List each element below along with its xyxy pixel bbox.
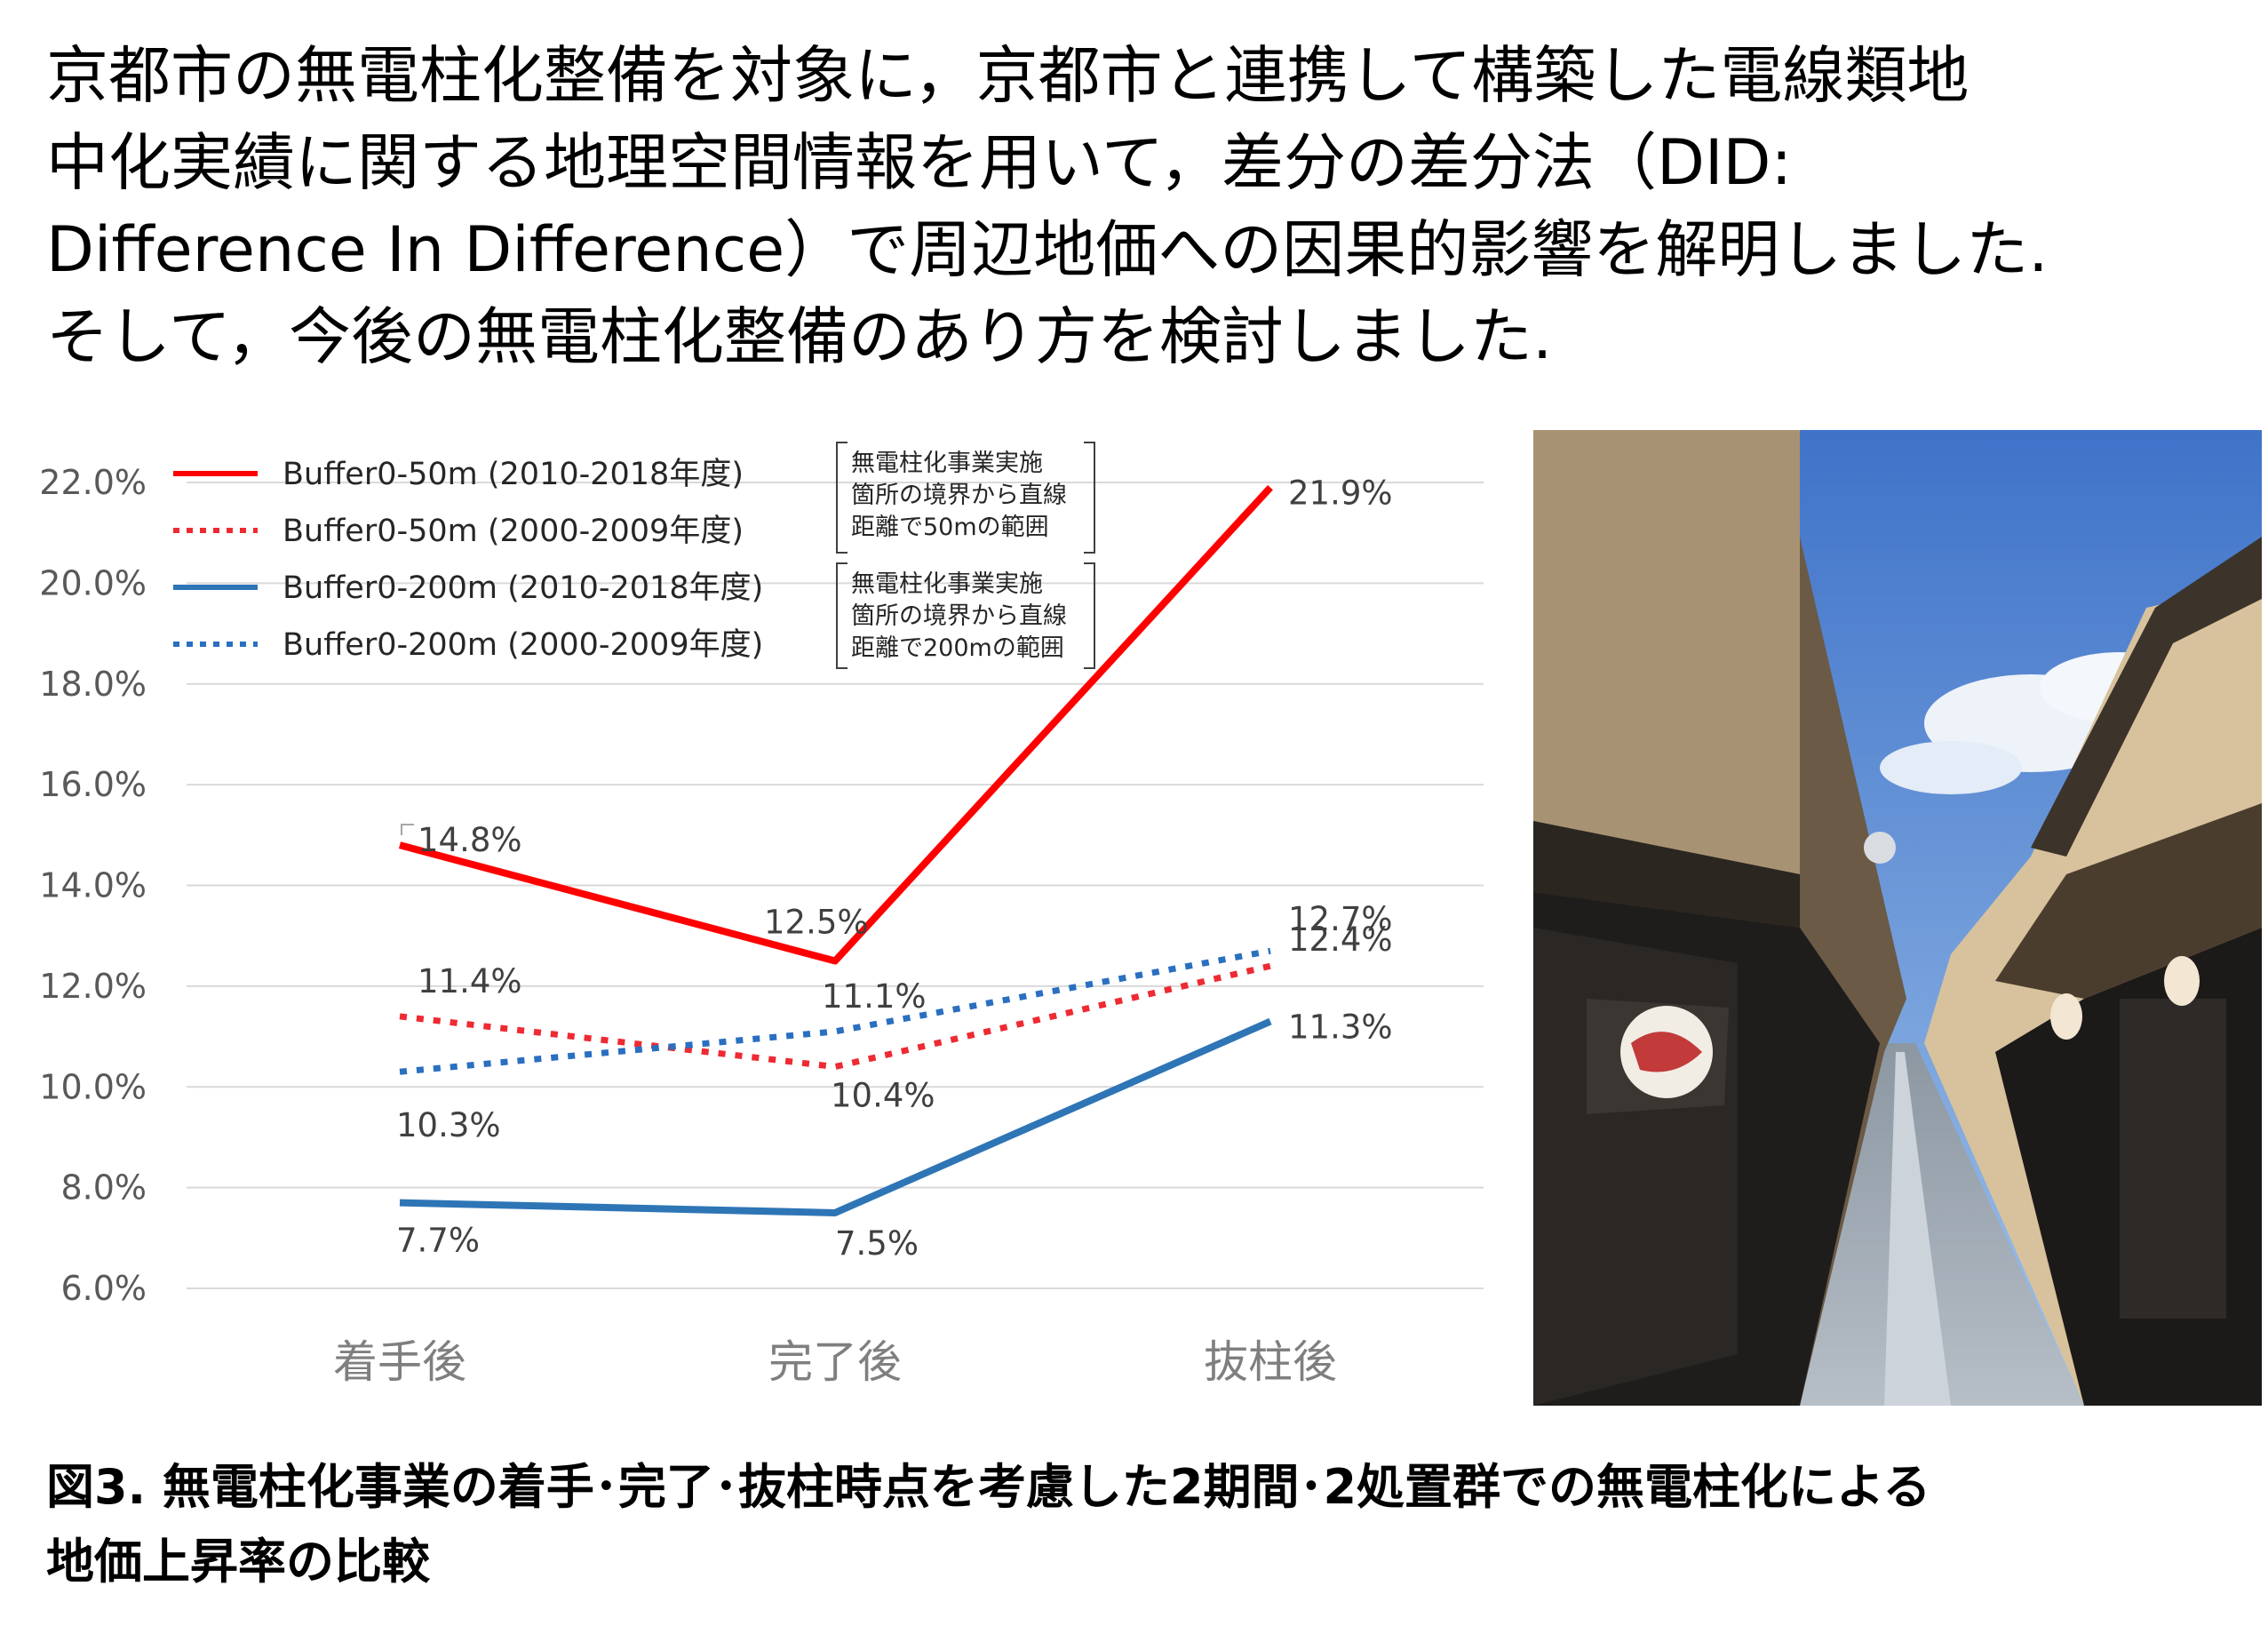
- data-label: 12.4%: [1288, 921, 1393, 959]
- figure-caption: 図3. 無電柱化事業の着手･完了･抜柱時点を考慮した2期間･2処置群での無電柱化…: [46, 1450, 2232, 1599]
- legend-label: Buffer0-200m (2000-2009年度): [283, 627, 763, 663]
- y-tick-label: 22.0%: [39, 463, 147, 502]
- data-labels: 14.8% 12.5% 21.9% 11.4% 10.4% 12.4% 7.7% 7.5% 11…: [396, 474, 1393, 1263]
- data-label: 11.4%: [418, 962, 522, 1000]
- label-leader: [401, 824, 414, 835]
- legend-label: Buffer0-50m (2000-2009年度): [283, 514, 744, 549]
- data-label: 10.4%: [831, 1077, 935, 1115]
- caption-line: 地価上昇率の比較: [46, 1534, 430, 1590]
- annotation-text: 無電柱化事業実施: [851, 570, 1043, 598]
- annotation-text: 箇所の境界から直線: [851, 602, 1067, 630]
- data-label: 7.7%: [396, 1222, 480, 1260]
- y-axis: 6.0% 8.0% 10.0% 12.0% 14.0% 16.0% 18.0% 20.0% 22…: [39, 463, 147, 1308]
- x-category-label: 抜柱後: [1204, 1336, 1337, 1388]
- caption-line: 図3. 無電柱化事業の着手･完了･抜柱時点を考慮した2期間･2処置群での無電柱化…: [46, 1459, 1931, 1515]
- y-tick-label: 8.0%: [60, 1168, 147, 1208]
- annotation-bracket: [1084, 442, 1095, 554]
- annotation-text: 距離で50mの範囲: [851, 514, 1049, 541]
- line-chart: 6.0% 8.0% 10.0% 12.0% 14.0% 16.0% 18.0% 20.0% 22…: [39, 442, 1484, 1388]
- data-label: 12.5%: [764, 904, 869, 942]
- y-tick-label: 6.0%: [60, 1269, 147, 1308]
- series-line: [399, 1017, 1272, 1216]
- annotation-bracket: [836, 562, 848, 669]
- data-label: 14.8%: [418, 821, 522, 859]
- intro-line: 中化実績に関する地理空間情報を用いて，差分の差分法（DID:: [46, 126, 1793, 199]
- data-label: 11.3%: [1288, 1008, 1393, 1047]
- series-line: [398, 484, 1273, 965]
- intro-line: 京都市の無電柱化整備を対象に，京都市と連携して構築した電線類地: [46, 39, 1970, 112]
- data-label: 21.9%: [1288, 474, 1393, 513]
- annotation-bracket: [1084, 562, 1095, 669]
- annotation-text: 距離で200mの範囲: [851, 634, 1064, 662]
- annotations: 無電柱化事業実施箇所の境界から直線距離で50mの範囲無電柱化事業実施箇所の境界か…: [836, 442, 1095, 669]
- legend-label: Buffer0-200m (2010-2018年度): [283, 570, 763, 606]
- y-tick-label: 10.0%: [39, 1067, 147, 1106]
- y-tick-label: 12.0%: [39, 967, 147, 1006]
- x-axis: 着手後 完了後 抜柱後: [333, 1336, 1337, 1388]
- annotation-bracket: [836, 442, 848, 554]
- data-label: 11.1%: [822, 977, 927, 1016]
- y-tick-label: 16.0%: [39, 765, 147, 804]
- annotation-text: 箇所の境界から直線: [851, 482, 1067, 509]
- data-label: 12.7%: [1288, 900, 1393, 938]
- annotation-text: 無電柱化事業実施: [851, 450, 1043, 477]
- legend-label: Buffer0-50m (2010-2018年度): [283, 457, 744, 492]
- street-photo: [1533, 430, 2262, 1406]
- intro-text: 京都市の無電柱化整備を対象に，京都市と連携して構築した電線類地 中化実績に関する…: [46, 32, 2232, 380]
- gridlines: [187, 482, 1484, 1289]
- series-lines: [398, 484, 1273, 1216]
- intro-line: Difference In Difference）で周辺地価への因果的影響を解明…: [46, 213, 2049, 286]
- series-line: [399, 947, 1271, 1075]
- data-label: 7.5%: [835, 1224, 919, 1263]
- intro-line: そして，今後の無電柱化整備のあり方を検討しました.: [46, 300, 1553, 373]
- y-tick-label: 20.0%: [39, 563, 147, 602]
- data-label: 10.3%: [396, 1106, 501, 1144]
- y-tick-label: 18.0%: [39, 665, 147, 704]
- x-category-label: 着手後: [333, 1336, 466, 1388]
- x-category-label: 完了後: [768, 1336, 902, 1388]
- y-tick-label: 14.0%: [39, 866, 147, 905]
- legend: Buffer0-50m (2010-2018年度) Buffer0-50m (20…: [173, 457, 763, 663]
